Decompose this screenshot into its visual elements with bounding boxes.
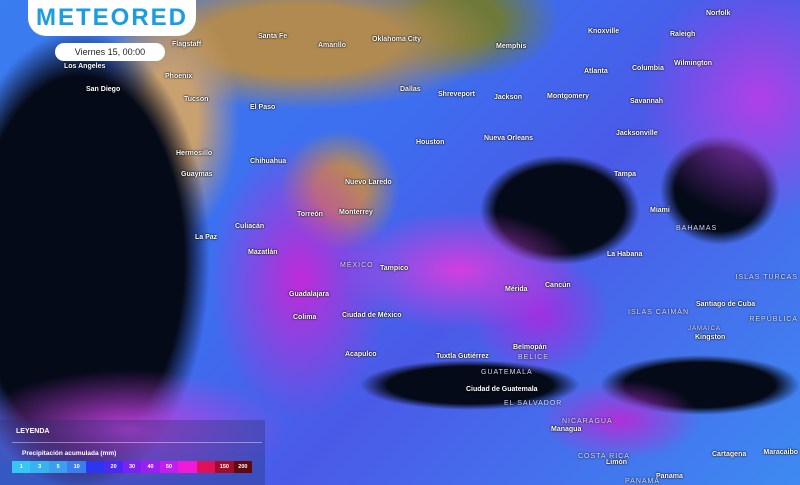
scale-step: 3 xyxy=(30,461,49,473)
city-label: Jacksonville xyxy=(616,130,658,137)
city-label: Kingston xyxy=(695,334,726,341)
scale-step xyxy=(178,461,197,473)
city-label: Acapulco xyxy=(345,351,377,358)
scale-step xyxy=(85,461,105,473)
city-label: Cartagena xyxy=(712,451,747,458)
city-label: Dallas xyxy=(400,86,421,93)
scale-step: 150 xyxy=(215,461,234,473)
city-label: Belmopán xyxy=(513,344,547,351)
country-label: JAMAICA xyxy=(688,326,722,332)
city-label: Santiago de Cuba xyxy=(696,301,756,308)
city-label: Ciudad de Guatemala xyxy=(466,386,538,393)
country-label: PANAMÁ xyxy=(625,478,661,485)
city-label: Torreón xyxy=(297,211,323,218)
scale-step: 200 xyxy=(233,461,253,473)
timestamp-badge: Viernes 15, 00:00 xyxy=(55,43,165,61)
country-label: GUATEMALA xyxy=(481,369,533,376)
country-label: BAHAMAS xyxy=(676,225,718,232)
city-label: El Paso xyxy=(250,104,276,111)
city-label: Jackson xyxy=(494,94,523,101)
timestamp-text: Viernes 15, 00:00 xyxy=(74,47,146,57)
city-label: Columbia xyxy=(632,65,664,72)
city-label: La Paz xyxy=(195,234,218,241)
city-label: Nuevo Laredo xyxy=(345,179,392,186)
legend-subtitle: Precipitación acumulada (mm) xyxy=(22,450,117,457)
city-label: Monterrey xyxy=(339,209,373,216)
country-label: NICARAGUA xyxy=(562,418,613,425)
city-label: Shreveport xyxy=(438,91,475,98)
city-label: Mazatlán xyxy=(248,249,278,256)
city-label: Ciudad de México xyxy=(342,312,402,319)
city-label: Houston xyxy=(416,139,445,146)
country-label: COSTA RICA xyxy=(578,453,630,460)
country-label: ISLAS CAIMÁN xyxy=(628,309,690,316)
city-label: Phoenix xyxy=(165,73,193,80)
city-label: San Diego xyxy=(86,86,121,93)
city-label: Atlanta xyxy=(584,68,608,75)
logo-text: METEORED xyxy=(35,4,188,31)
city-label: Limón xyxy=(606,459,627,466)
country-label: MÉXICO xyxy=(340,262,374,269)
country-label: BELICE xyxy=(518,354,549,361)
scale-step: 10 xyxy=(67,461,86,473)
city-label: Tuxtla Gutiérrez xyxy=(436,353,489,360)
city-label: Hermosillo xyxy=(176,150,213,157)
scale-step: 20 xyxy=(104,461,123,473)
scale-step xyxy=(196,461,216,473)
scale-step: 50 xyxy=(159,461,179,473)
city-label: Norfolk xyxy=(706,10,731,17)
city-label: Santa Fe xyxy=(258,33,288,40)
city-label: Los Angeles xyxy=(64,63,106,70)
precipitation-color-scale: 1 3 5 10 20 30 40 50 150 200 xyxy=(12,461,253,473)
city-label: Guadalajara xyxy=(289,291,330,298)
scale-step: 5 xyxy=(48,461,68,473)
city-label: Culiacán xyxy=(235,223,265,230)
city-label: Panama xyxy=(656,473,683,480)
city-label: Miami xyxy=(650,207,670,214)
scale-step: 30 xyxy=(122,461,142,473)
city-label: Tampa xyxy=(614,171,637,178)
country-label: EL SALVADOR xyxy=(504,400,563,407)
city-label: La Habana xyxy=(607,251,643,258)
city-label: Mérida xyxy=(505,286,528,293)
city-label: Colima xyxy=(293,314,317,321)
country-label: ISLAS TURCAS xyxy=(735,274,798,281)
city-label: Knoxville xyxy=(588,28,620,35)
city-label: Memphis xyxy=(496,43,527,50)
city-label: Maracaibo xyxy=(763,449,798,456)
city-label: Savannah xyxy=(630,98,664,105)
city-label: Wilmington xyxy=(674,60,713,67)
city-label: Guaymas xyxy=(181,171,213,178)
city-label: Raleigh xyxy=(670,31,696,38)
city-label: Oklahoma City xyxy=(372,36,422,43)
city-label: Tucson xyxy=(184,96,209,103)
city-label: Flagstaff xyxy=(172,41,202,48)
scale-step: 40 xyxy=(141,461,160,473)
city-label: Nueva Orleans xyxy=(484,135,534,142)
legend-divider xyxy=(12,442,262,443)
city-label: Cancún xyxy=(545,282,571,289)
city-label: Amarillo xyxy=(318,42,347,49)
city-label: Managua xyxy=(551,426,582,433)
meteored-logo[interactable]: METEORED xyxy=(28,0,196,36)
country-label: REPÚBLICA xyxy=(749,316,798,323)
city-label: Montgomery xyxy=(547,93,589,100)
city-label: Chihuahua xyxy=(250,158,287,165)
scale-step: 1 xyxy=(12,461,31,473)
city-label: Tampico xyxy=(380,265,409,272)
legend-title: LEYENDA xyxy=(16,428,50,435)
